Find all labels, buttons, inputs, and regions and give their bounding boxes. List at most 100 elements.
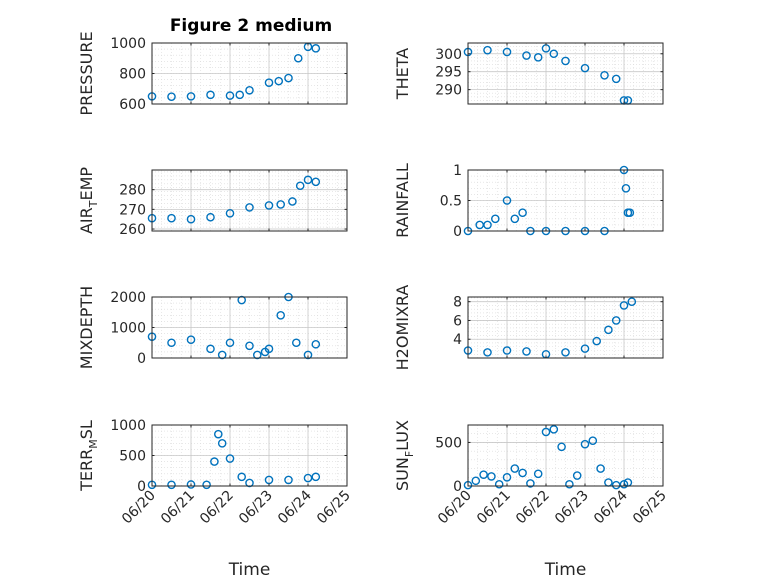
panel-pressure: 600 800 1000 PRESSURE (77, 31, 348, 116)
data-point (483, 45, 492, 55)
y-axis-label: PRESSURE (77, 31, 96, 115)
data-point (510, 214, 520, 224)
y-tick-label: 1000 (110, 418, 146, 434)
y-tick-label: 280 (119, 183, 146, 199)
data-point (479, 470, 488, 479)
data-point (611, 316, 621, 325)
data-point (619, 479, 629, 489)
y-tick-label: 0 (137, 479, 146, 495)
x-axis-label: Time (228, 560, 271, 580)
data-point (619, 301, 629, 310)
data-point (483, 348, 492, 357)
major-grid (468, 297, 663, 358)
y-tick-label: 0 (453, 224, 462, 240)
y-tick-label: 500 (119, 449, 146, 465)
major-grid (152, 43, 347, 104)
data-point (245, 341, 254, 351)
data-point (276, 310, 286, 320)
y-tick-label: 1000 (110, 321, 146, 337)
series-markers (463, 425, 633, 490)
y-tick-label: 270 (119, 202, 146, 218)
data-point (167, 92, 176, 101)
panel-h2omixra: 4 6 8 H2OMIXRA (393, 285, 664, 370)
data-point (206, 212, 215, 222)
data-point (557, 442, 566, 452)
data-point (237, 295, 246, 305)
data-point (510, 464, 520, 473)
y-tick-label: 800 (119, 67, 146, 83)
panel-air_temp: 260 270 280 AIRTEMP (77, 167, 348, 238)
data-point (518, 468, 527, 478)
y-tick-label: 0 (453, 479, 462, 495)
data-point (533, 53, 543, 62)
panel-theta: 290 295 300 THETA (393, 42, 664, 105)
axes-box (467, 424, 664, 487)
data-point (487, 472, 496, 481)
data-point (210, 457, 219, 466)
data-point (167, 338, 176, 348)
x-tick-label: 06/24 (275, 487, 315, 527)
tick-marks (151, 42, 348, 105)
x-tick-label: 06/22 (513, 488, 553, 528)
data-point (245, 85, 254, 95)
x-tick-label: 06/23 (552, 488, 592, 528)
data-point (549, 425, 559, 434)
data-point (186, 92, 196, 101)
data-point (522, 51, 531, 60)
data-point (217, 438, 227, 448)
data-point (186, 335, 196, 345)
series-markers (147, 175, 321, 224)
data-point (580, 439, 590, 449)
minor-grid (468, 425, 663, 486)
data-point (502, 47, 512, 57)
axes-box (467, 296, 664, 359)
data-point (533, 469, 543, 479)
y-axis-label: RAINFALL (393, 163, 412, 238)
y-axis-label: TERRMSL (77, 420, 100, 492)
data-point (549, 49, 559, 59)
data-point (284, 73, 293, 83)
data-point (596, 464, 605, 473)
tick-marks (467, 43, 664, 104)
data-point (604, 325, 613, 335)
data-point (311, 339, 321, 349)
data-point (235, 90, 245, 100)
data-point (225, 338, 235, 348)
data-point (245, 203, 254, 212)
figure-title: Figure 2 medium (170, 16, 332, 36)
data-point (561, 56, 570, 66)
y-tick-label: 260 (119, 222, 146, 238)
y-tick-label: 300 (435, 47, 462, 63)
data-point (245, 478, 254, 488)
data-point (502, 472, 512, 482)
y-tick-label: 8 (453, 295, 462, 311)
data-point (264, 78, 274, 87)
y-tick-label: 500 (435, 435, 462, 451)
tick-marks (467, 169, 664, 232)
panel-rainfall: 0 0.5 1 RAINFALL (393, 163, 664, 240)
data-point (276, 200, 286, 209)
data-point (541, 427, 551, 437)
major-grid (152, 297, 347, 358)
data-point (225, 208, 235, 218)
axes-box (151, 169, 348, 232)
tick-marks (467, 297, 664, 358)
data-point (522, 347, 531, 356)
minor-grid (468, 43, 663, 104)
y-axis-label: MIXDEPTH (77, 286, 96, 369)
data-point (293, 53, 303, 63)
axes-box (467, 42, 664, 105)
data-point (588, 436, 598, 445)
data-point (186, 214, 196, 224)
data-point (202, 480, 211, 490)
data-point (303, 350, 313, 360)
data-point (592, 336, 602, 346)
y-axis-label: AIRTEMP (77, 167, 100, 234)
data-point (288, 197, 297, 206)
data-point (213, 429, 223, 439)
y-axis-label: SUNFLUX (393, 420, 416, 491)
data-point (252, 350, 262, 360)
